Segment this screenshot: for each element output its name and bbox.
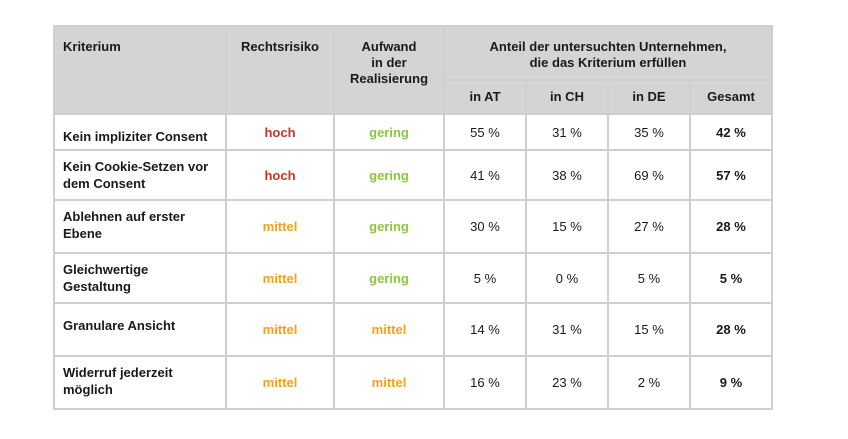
- cell-aufwand: gering: [333, 199, 445, 254]
- kriterium-line1: Kein impliziter Consent: [63, 129, 208, 144]
- table-row: Kein Cookie-Setzen vor dem Consent hoch …: [53, 149, 773, 201]
- cell-kriterium: Ablehnen auf erster Ebene: [53, 199, 227, 254]
- header-anteil-line1: Anteil der untersuchten Unternehmen,: [489, 39, 727, 54]
- cell-in-at: 41 %: [443, 149, 527, 201]
- header-aufwand: Aufwand in der Realisierung: [333, 25, 445, 115]
- header-in-ch: in CH: [525, 79, 609, 115]
- cell-kriterium: Kein Cookie-Setzen vor dem Consent: [53, 149, 227, 201]
- cell-rechtsrisiko: mittel: [225, 199, 335, 254]
- cell-in-de: 2 %: [607, 355, 691, 410]
- cell-rechtsrisiko: mittel: [225, 302, 335, 357]
- cell-in-ch: 15 %: [525, 199, 609, 254]
- kriterium-line2: Ebene: [63, 226, 103, 241]
- cell-gesamt: 9 %: [689, 355, 773, 410]
- kriterium-line2: möglich: [63, 382, 113, 397]
- header-aufwand-line3: Realisierung: [349, 71, 429, 86]
- cell-in-at: 16 %: [443, 355, 527, 410]
- cell-aufwand: mittel: [333, 355, 445, 410]
- cell-gesamt: 5 %: [689, 252, 773, 304]
- cell-kriterium: Granulare Ansicht: [53, 302, 227, 357]
- header-anteil: Anteil der untersuchten Unternehmen, die…: [443, 25, 773, 81]
- cell-in-ch: 38 %: [525, 149, 609, 201]
- header-rechtsrisiko: Rechtsrisiko: [225, 25, 335, 115]
- header-in-de: in DE: [607, 79, 691, 115]
- header-anteil-line2: die das Kriterium erfüllen: [529, 55, 687, 70]
- table-row: Granulare Ansicht mittel mittel 14 % 31 …: [53, 302, 773, 357]
- cell-rechtsrisiko: mittel: [225, 252, 335, 304]
- table-body: Kein impliziter Consent hoch gering 55 %…: [53, 113, 773, 410]
- cell-rechtsrisiko: mittel: [225, 355, 335, 410]
- header-aufwand-line2: in der: [371, 55, 407, 70]
- kriterium-line1: Ablehnen auf erster: [63, 209, 186, 224]
- cell-in-at: 5 %: [443, 252, 527, 304]
- cell-in-de: 15 %: [607, 302, 691, 357]
- header-in-at: in AT: [443, 79, 527, 115]
- cell-gesamt: 42 %: [689, 113, 773, 151]
- cell-kriterium: Gleichwertige Gestaltung: [53, 252, 227, 304]
- cell-gesamt: 28 %: [689, 302, 773, 357]
- kriterium-line2: Gestaltung: [63, 279, 131, 294]
- cell-in-de: 5 %: [607, 252, 691, 304]
- cell-in-at: 55 %: [443, 113, 527, 151]
- cell-aufwand: gering: [333, 113, 445, 151]
- kriterium-line1: Granulare Ansicht: [63, 318, 176, 333]
- table-header: Kriterium Rechtsrisiko Aufwand in der Re…: [53, 25, 773, 115]
- kriterium-line1: Kein Cookie-Setzen vor: [63, 159, 209, 174]
- cell-gesamt: 28 %: [689, 199, 773, 254]
- header-gesamt: Gesamt: [689, 79, 773, 115]
- criteria-table-wrapper: Kriterium Rechtsrisiko Aufwand in der Re…: [53, 25, 773, 410]
- cell-in-de: 27 %: [607, 199, 691, 254]
- table-row: Ablehnen auf erster Ebene mittel gering …: [53, 199, 773, 254]
- cell-aufwand: mittel: [333, 302, 445, 357]
- cell-rechtsrisiko: hoch: [225, 149, 335, 201]
- kriterium-line1: Gleichwertige: [63, 262, 149, 277]
- cell-kriterium: Kein impliziter Consent: [53, 113, 227, 151]
- kriterium-line2: dem Consent: [63, 176, 146, 191]
- criteria-table: Kriterium Rechtsrisiko Aufwand in der Re…: [53, 25, 773, 410]
- cell-in-ch: 31 %: [525, 302, 609, 357]
- cell-gesamt: 57 %: [689, 149, 773, 201]
- table-row: Kein impliziter Consent hoch gering 55 %…: [53, 113, 773, 151]
- cell-rechtsrisiko: hoch: [225, 113, 335, 151]
- table-row: Widerruf jederzeit möglich mittel mittel…: [53, 355, 773, 410]
- cell-in-ch: 31 %: [525, 113, 609, 151]
- cell-kriterium: Widerruf jederzeit möglich: [53, 355, 227, 410]
- cell-in-de: 69 %: [607, 149, 691, 201]
- cell-in-de: 35 %: [607, 113, 691, 151]
- cell-aufwand: gering: [333, 149, 445, 201]
- table-row: Gleichwertige Gestaltung mittel gering 5…: [53, 252, 773, 304]
- header-kriterium: Kriterium: [53, 25, 227, 115]
- cell-in-at: 30 %: [443, 199, 527, 254]
- cell-in-ch: 23 %: [525, 355, 609, 410]
- cell-in-ch: 0 %: [525, 252, 609, 304]
- cell-in-at: 14 %: [443, 302, 527, 357]
- kriterium-line1: Widerruf jederzeit: [63, 365, 173, 380]
- header-aufwand-line1: Aufwand: [361, 39, 417, 54]
- cell-aufwand: gering: [333, 252, 445, 304]
